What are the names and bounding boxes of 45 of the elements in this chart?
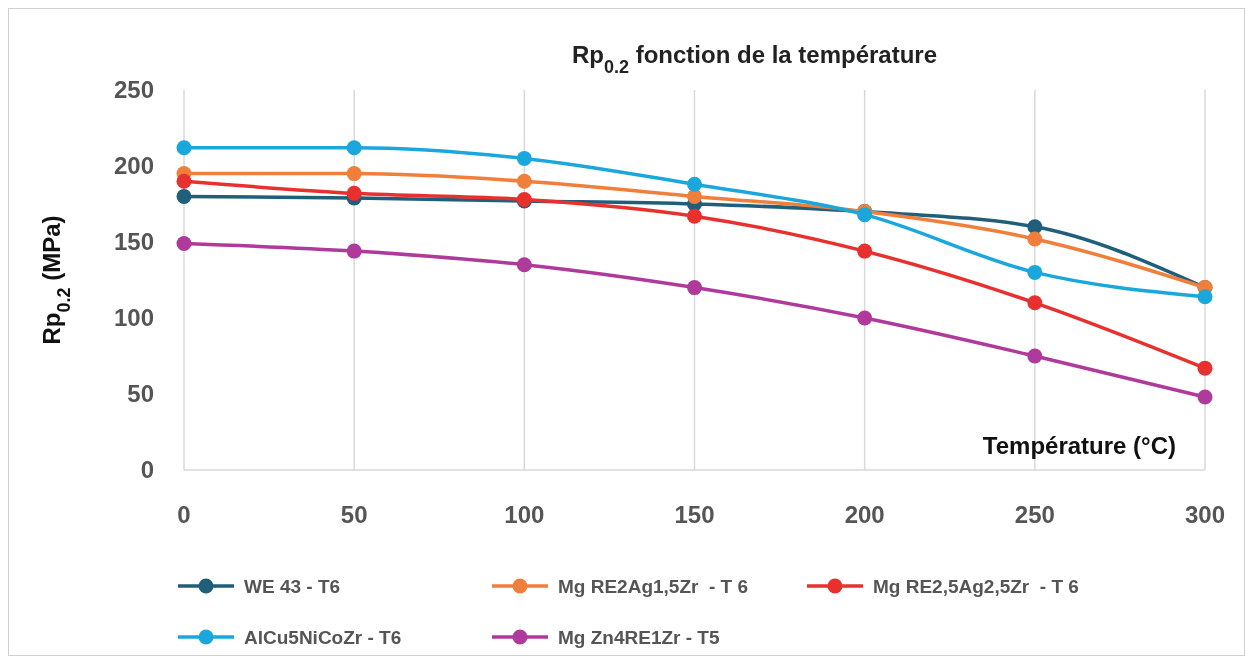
x-tick-label: 150 <box>674 501 715 529</box>
y-tick-label: 200 <box>113 152 154 180</box>
point <box>857 243 873 259</box>
point <box>176 140 192 156</box>
point <box>1197 389 1213 405</box>
x-tick-label: 50 <box>340 501 368 529</box>
x-tick-label: 0 <box>177 501 191 529</box>
point <box>857 310 873 326</box>
point <box>346 166 362 182</box>
point <box>687 208 702 224</box>
y-tick-label: 100 <box>113 304 154 332</box>
point <box>346 243 362 259</box>
y-tick-label: 50 <box>127 380 154 408</box>
point <box>687 280 702 296</box>
point <box>516 150 532 166</box>
point <box>1027 264 1043 280</box>
point <box>1027 295 1043 311</box>
point <box>516 257 532 273</box>
chart-title: Rp$_{0.2}$ fonction de la température <box>571 41 938 77</box>
point <box>687 176 702 192</box>
legend-label: Mg Zn4RE1Zr - T5 <box>558 626 720 648</box>
legend-label: Mg RE2Ag1,5Zr - T 6 <box>558 575 749 597</box>
point <box>1027 219 1043 235</box>
point <box>176 188 192 204</box>
point <box>346 185 362 201</box>
x-tick-label: 100 <box>504 501 545 529</box>
x-tick-label: 200 <box>844 501 885 529</box>
y-tick-label: 150 <box>113 228 154 256</box>
point <box>516 173 532 189</box>
point <box>1027 348 1043 364</box>
legend-label: Mg RE2,5Ag2,5Zr - T 6 <box>873 575 1079 597</box>
y-tick-label: 0 <box>140 456 154 484</box>
x-axis-title: Température (°C) <box>982 432 1176 459</box>
y-tick-label: 250 <box>113 76 154 104</box>
point <box>176 236 192 252</box>
point <box>1197 289 1213 305</box>
legend-label: AlCu5NiCoZr - T6 <box>244 626 402 648</box>
x-tick-label: 300 <box>1184 501 1226 529</box>
legend-label: WE 43 - T6 <box>244 575 341 597</box>
point <box>176 173 192 189</box>
point <box>687 188 702 204</box>
point <box>346 140 362 156</box>
point <box>1027 231 1043 247</box>
x-tick-label: 250 <box>1014 501 1055 529</box>
point <box>1197 360 1213 376</box>
